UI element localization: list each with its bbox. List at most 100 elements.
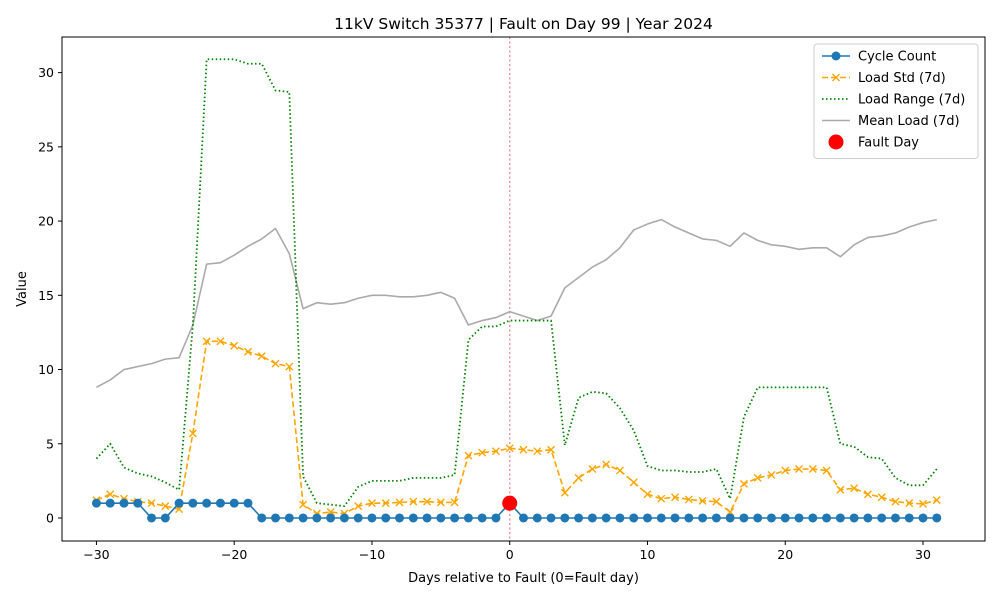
x-tick-label: 0 [506,547,514,562]
data-point-load-std-7d [767,470,776,479]
data-point-cycle-count [615,513,625,523]
data-point-load-std-7d [161,502,170,511]
series-line-load-range-7d [95,58,938,508]
legend-label: Fault Day [858,136,919,151]
legend-swatch-marker [831,51,841,61]
data-point-cycle-count [243,498,253,508]
data-point-load-std-7d [822,466,831,475]
data-point-cycle-count [312,513,322,523]
data-point-cycle-count [436,513,446,523]
data-point-cycle-count [257,513,267,523]
data-point-cycle-count [560,513,570,523]
data-point-load-std-7d [781,466,790,475]
data-point-load-std-7d [657,494,666,503]
data-point-cycle-count [381,513,391,523]
data-point-cycle-count [656,513,666,523]
data-point-load-std-7d [464,451,473,460]
data-point-cycle-count [601,513,611,523]
fault-day-marker [502,495,518,511]
data-point-cycle-count [477,513,487,523]
chart-title: 11kV Switch 35377 | Fault on Day 99 | Ye… [334,15,713,33]
data-point-load-std-7d [698,496,707,505]
data-point-load-std-7d [560,488,569,497]
x-axis-label: Days relative to Fault (0=Fault day) [408,571,639,586]
data-point-load-std-7d [299,500,308,509]
legend-swatch-marker [832,73,840,82]
data-point-cycle-count [491,513,501,523]
legend-label: Mean Load (7d) [858,114,960,129]
data-point-load-std-7d [643,490,652,499]
x-tick-label: 10 [640,547,656,562]
data-point-load-std-7d [285,362,294,371]
y-axis-label: Value [15,271,30,307]
x-tick-label: −20 [221,547,247,562]
data-point-load-std-7d [533,447,542,456]
data-point-load-std-7d [850,484,859,493]
data-point-load-std-7d [230,341,239,350]
data-point-load-std-7d [257,352,266,361]
data-point-load-std-7d [367,499,376,508]
data-point-cycle-count [711,513,721,523]
data-point-cycle-count [890,513,900,523]
data-point-load-std-7d [712,497,721,506]
data-point-load-std-7d [202,337,211,346]
data-point-cycle-count [739,513,749,523]
data-point-load-std-7d [450,498,459,507]
y-tick-label: 20 [38,214,54,229]
data-point-load-std-7d [574,473,583,482]
data-point-load-std-7d [147,499,156,508]
data-point-cycle-count [408,513,418,523]
data-point-cycle-count [725,513,735,523]
data-point-load-std-7d [602,460,611,469]
data-point-load-std-7d [436,498,445,507]
data-point-cycle-count [215,498,225,508]
data-point-cycle-count [147,513,157,523]
legend-box [813,43,979,159]
legend-label: Load Std (7d) [858,71,946,86]
data-point-load-std-7d [739,479,748,488]
data-point-cycle-count [284,513,294,523]
data-point-cycle-count [670,513,680,523]
data-point-load-std-7d [684,495,693,504]
data-point-load-std-7d [395,498,404,507]
data-point-cycle-count [422,513,432,523]
data-point-cycle-count [918,513,928,523]
legend-swatch-marker [828,134,844,150]
data-point-cycle-count [684,513,694,523]
data-point-load-std-7d [409,497,418,506]
data-point-load-std-7d [671,493,680,502]
data-point-cycle-count [766,513,776,523]
data-point-load-std-7d [354,502,363,511]
data-point-cycle-count [367,513,377,523]
y-tick-label: 10 [38,362,54,377]
data-point-cycle-count [808,513,818,523]
data-point-load-std-7d [423,497,432,506]
data-point-cycle-count [574,513,584,523]
y-tick-label: 30 [38,65,54,80]
data-point-cycle-count [202,498,212,508]
data-point-cycle-count [546,513,556,523]
data-point-cycle-count [339,513,349,523]
data-point-cycle-count [642,513,652,523]
data-point-load-std-7d [491,447,500,456]
data-point-cycle-count [395,513,405,523]
data-point-cycle-count [629,513,639,523]
data-point-cycle-count [463,513,473,523]
data-point-cycle-count [105,498,115,508]
legend-label: Cycle Count [858,50,936,65]
data-point-cycle-count [119,498,129,508]
data-point-load-std-7d [216,337,225,346]
data-point-load-std-7d [615,466,624,475]
data-point-cycle-count [298,513,308,523]
data-point-cycle-count [863,513,873,523]
data-point-cycle-count [271,513,281,523]
data-point-load-std-7d [753,473,762,482]
data-point-load-std-7d [381,499,390,508]
data-point-cycle-count [698,513,708,523]
data-point-load-std-7d [588,465,597,473]
data-point-cycle-count [835,513,845,523]
series-line-load-std-7d [96,340,937,515]
data-point-load-std-7d [629,478,638,487]
data-point-cycle-count [188,498,198,508]
